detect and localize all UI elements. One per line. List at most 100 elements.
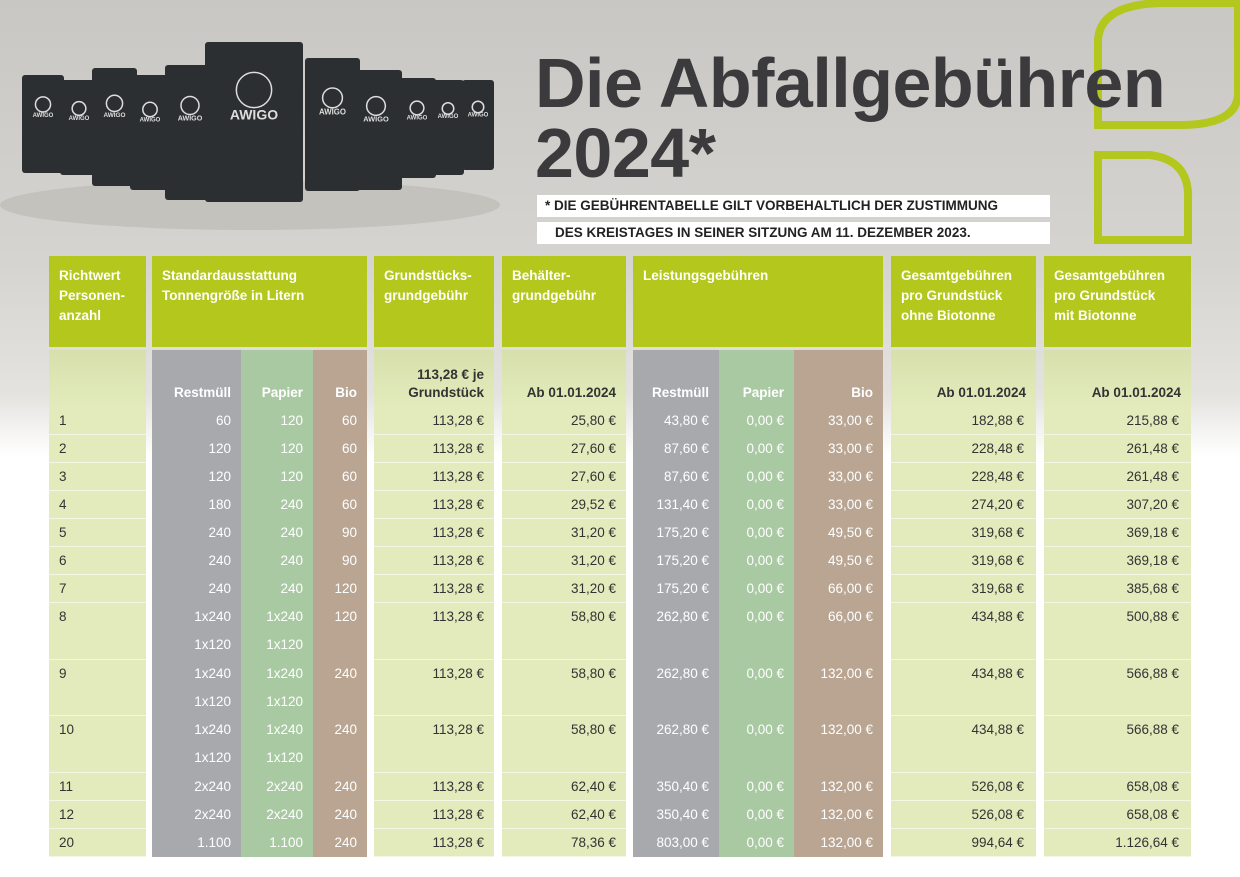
table-cell: 62,40 € (502, 772, 626, 801)
table-cell: 27,60 € (502, 435, 626, 463)
table-cell: 113,28 € (374, 772, 494, 801)
table-cell: 87,60 € (633, 463, 719, 491)
table-cell: 274,20 € (891, 491, 1036, 519)
table-cell: 240 (152, 519, 241, 547)
table-cell: 113,28 € (374, 659, 494, 716)
table-cell: 0,00 € (719, 575, 794, 603)
table-cell: 132,00 € (794, 828, 883, 857)
table-cell: 1x240 1x120 (241, 603, 313, 660)
table-cell: 0,00 € (719, 772, 794, 801)
table-cell: 526,08 € (891, 772, 1036, 801)
table-cell: 319,68 € (891, 575, 1036, 603)
table-cell: 385,68 € (1044, 575, 1191, 603)
table-cell: 1.100 (152, 828, 241, 857)
table-cell: 43,80 € (633, 407, 719, 435)
column-header: Leistungsgebühren (633, 256, 883, 347)
text-line: ohne Biotonne (901, 308, 996, 323)
text-line: 1x240 (266, 665, 303, 681)
table-cell: 113,28 € (374, 828, 494, 857)
table-cell: 369,18 € (1044, 547, 1191, 575)
subheader-cell: Papier (719, 350, 794, 407)
table-cell: 113,28 € (374, 603, 494, 660)
table-cell: 78,36 € (502, 828, 626, 857)
table-cell: 132,00 € (794, 800, 883, 829)
bin (22, 75, 64, 173)
table-cell: 113,28 € (374, 491, 494, 519)
bin-logo (471, 100, 485, 114)
table-cell: 120 (313, 603, 367, 660)
bin-brand: AWIGO (178, 115, 203, 123)
table-cell: 434,88 € (891, 603, 1036, 660)
table-cell: 240 (313, 772, 367, 801)
table-cell: 1.126,64 € (1044, 828, 1191, 857)
bin (398, 78, 436, 178)
table-cell: 369,18 € (1044, 519, 1191, 547)
table-cell: 31,20 € (502, 575, 626, 603)
text-line: mit Biotonne (1054, 308, 1137, 323)
table-cell: 113,28 € (374, 575, 494, 603)
table-cell: 240 (241, 491, 313, 519)
table-cell: 87,60 € (633, 435, 719, 463)
bin (92, 68, 137, 186)
table-cell: 1x240 1x120 (152, 659, 241, 716)
bin-brand: AWIGO (319, 107, 346, 116)
table-cell: 0,00 € (719, 491, 794, 519)
table-cell: 175,20 € (633, 547, 719, 575)
table-cell: 319,68 € (891, 547, 1036, 575)
table-cell: 20 (49, 828, 146, 857)
table-cell: 62,40 € (502, 800, 626, 829)
table-cell: 2x240 (152, 772, 241, 801)
text-line: 1x240 (266, 609, 303, 624)
table-cell: 90 (313, 519, 367, 547)
table-cell: 228,48 € (891, 463, 1036, 491)
table-cell: 261,48 € (1044, 435, 1191, 463)
subheader-cell: Papier (241, 350, 313, 407)
text-line: grundgebühr (384, 288, 468, 303)
table-cell: 60 (152, 407, 241, 435)
table-cell: 240 (241, 547, 313, 575)
table-cell: 500,88 € (1044, 603, 1191, 660)
table-cell: 262,80 € (633, 659, 719, 716)
text-line: pro Grundstück (901, 288, 1003, 303)
table-cell: 240 (313, 800, 367, 829)
table-cell: 90 (313, 547, 367, 575)
subheader-cell: Bio (794, 350, 883, 407)
table-cell: 0,00 € (719, 435, 794, 463)
table-cell: 132,00 € (794, 659, 883, 716)
title: Die Abfallgebühren (535, 44, 1166, 122)
bin (165, 65, 215, 200)
bin-brand: AWIGO (438, 114, 459, 120)
text-line: 1x240 (194, 722, 231, 737)
text-line: pro Grundstück (1054, 288, 1156, 303)
table-cell: 120 (241, 463, 313, 491)
bin-logo (71, 100, 87, 117)
table-cell: 658,08 € (1044, 772, 1191, 801)
table-cell: 10 (49, 716, 146, 773)
table-cell: 29,52 € (502, 491, 626, 519)
table-cell: 113,28 € (374, 716, 494, 773)
leaf-shape (1094, 151, 1193, 244)
bin-logo (180, 95, 200, 116)
table-cell: 262,80 € (633, 603, 719, 660)
table-cell: 7 (49, 575, 146, 603)
leaf-shape (1094, 0, 1240, 129)
title: 2024* (535, 114, 716, 192)
bin (432, 80, 464, 175)
table-cell: 2x240 (241, 772, 313, 801)
text-line: 1x120 (266, 693, 303, 709)
text-line: 113,28 € je (417, 367, 484, 382)
table-cell: 8 (49, 603, 146, 660)
text-line: Behälter- (512, 268, 571, 283)
bin-brand: AWIGO (33, 113, 54, 119)
subheader-cell (49, 350, 146, 407)
table-cell: 60 (313, 435, 367, 463)
text-line: anzahl (59, 308, 102, 323)
bin-brand: AWIGO (363, 115, 389, 124)
bin-brand: AWIGO (69, 116, 90, 122)
table-cell: 131,40 € (633, 491, 719, 519)
column-header: Standardausstattung Tonnengröße in Litern (152, 256, 367, 347)
table-cell: 0,00 € (719, 603, 794, 660)
bin-logo (34, 96, 52, 113)
bin-logo (105, 94, 124, 113)
